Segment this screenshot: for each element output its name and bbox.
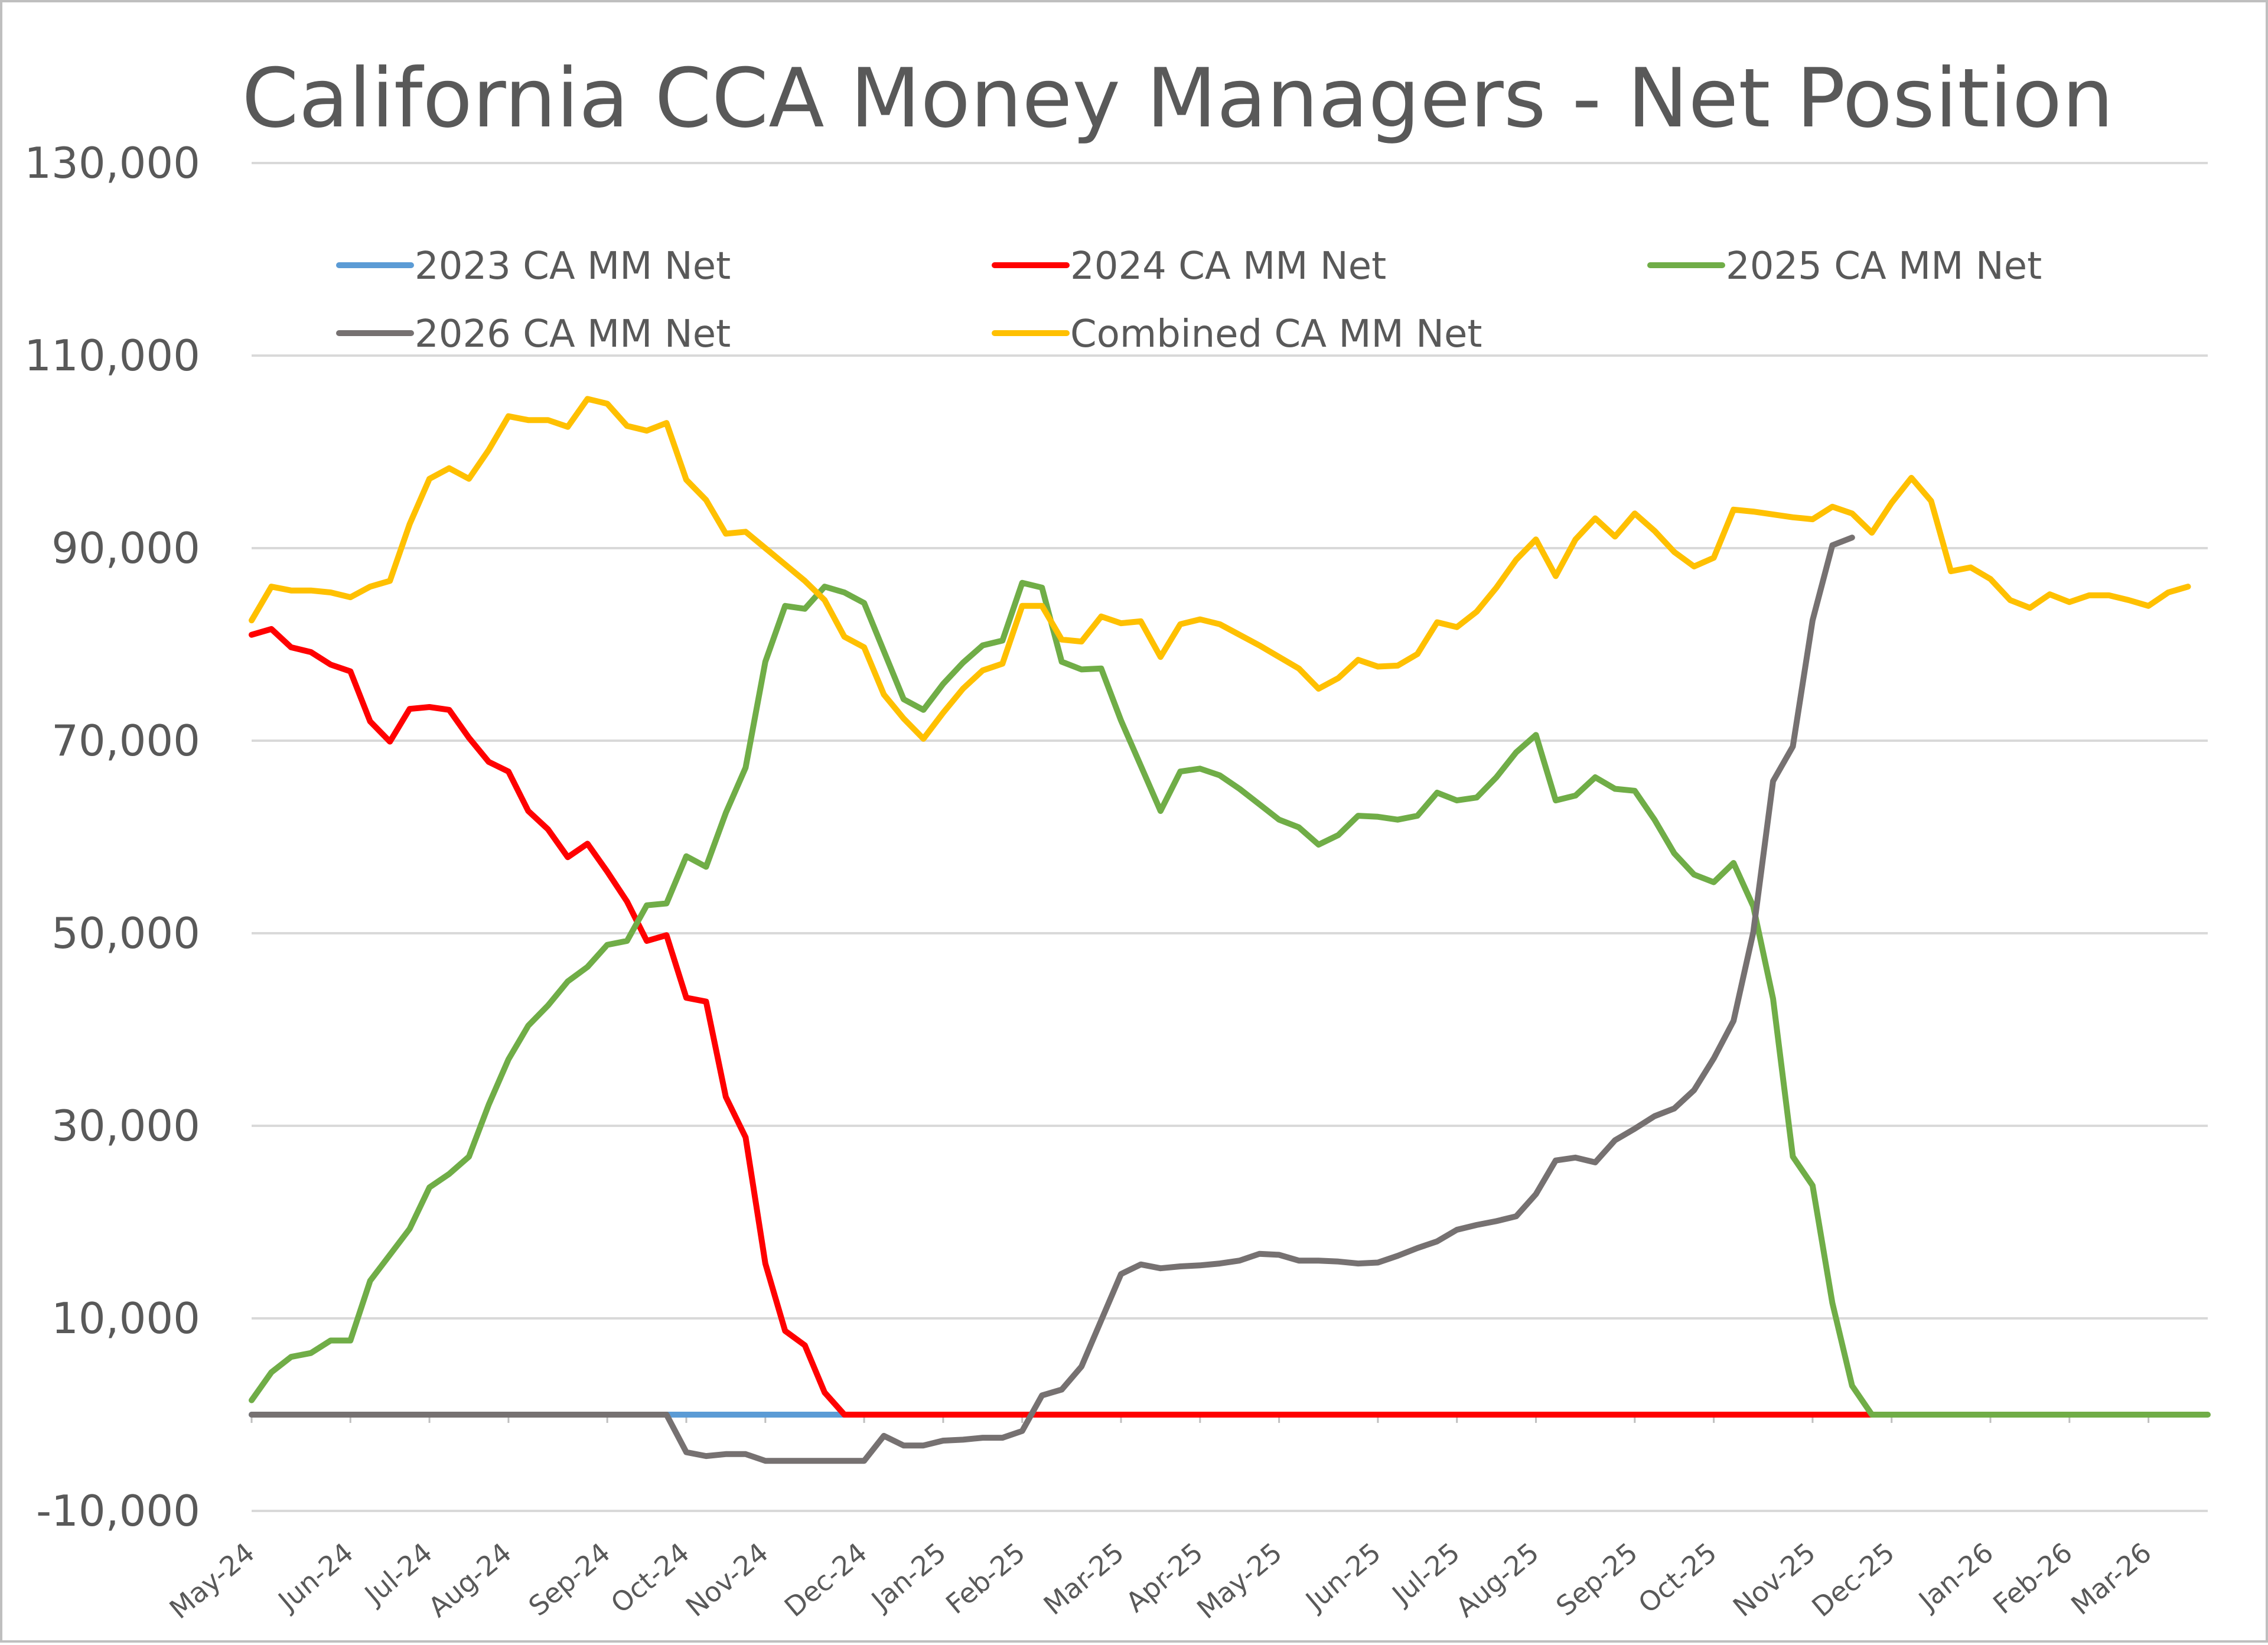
y-tick-label: 90,000 (51, 523, 200, 573)
x-tick-label: Jun-24 (271, 1536, 360, 1618)
x-tick-label: Sep-25 (1550, 1536, 1644, 1622)
x-tick-label: Nov-24 (680, 1536, 774, 1623)
x-tick-label: Mar-26 (2065, 1536, 2157, 1621)
x-tick-label: May-24 (164, 1536, 261, 1625)
x-tick-label: Dec-25 (1806, 1536, 1900, 1623)
series-line-2024-ca-mm-net (249, 626, 1895, 1418)
x-tick-label: Mar-25 (1038, 1536, 1130, 1621)
legend-label-2023-ca-mm-net: 2023 CA MM Net (415, 245, 731, 288)
series-line-2025-ca-mm-net (249, 579, 2211, 1418)
grid-layer (252, 162, 2208, 1512)
legend-label-2025-ca-mm-net: 2025 CA MM Net (1726, 245, 2042, 288)
series-line-2026-ca-mm-net (249, 535, 1855, 1464)
x-tick-label: Dec-24 (778, 1536, 873, 1623)
legend: 2023 CA MM Net 2024 CA MM Net 2025 CA MM N… (336, 245, 2042, 356)
x-tick-label: Aug-25 (1450, 1536, 1545, 1623)
y-tick-label: 50,000 (51, 908, 200, 958)
x-tick-label: Feb-26 (1987, 1536, 2078, 1620)
x-tick-label: Oct-24 (605, 1536, 695, 1620)
series-line-combined-ca-mm-net (249, 396, 2191, 742)
x-tick-label: Aug-24 (422, 1536, 517, 1623)
y-tick-label: 130,000 (24, 138, 200, 188)
legend-label-2024-ca-mm-net: 2024 CA MM Net (1070, 245, 1386, 288)
x-tick-label: Feb-25 (940, 1536, 1031, 1620)
x-tick-label: Jan-25 (864, 1536, 952, 1617)
legend-label-2026-ca-mm-net: 2026 CA MM Net (415, 312, 731, 356)
x-tick-label: Nov-25 (1727, 1536, 1821, 1623)
y-tick-label: -10,000 (36, 1486, 200, 1536)
x-tick-label: Jan-26 (1911, 1536, 1999, 1617)
x-tick-label: Oct-25 (1632, 1536, 1723, 1620)
y-axis: 130,000 110,000 90,000 70,000 50,000 30,000 10… (24, 138, 200, 1536)
series-layer (249, 396, 2211, 1464)
y-tick-label: 110,000 (24, 331, 200, 380)
y-tick-label: 10,000 (51, 1294, 200, 1343)
chart-title: California CCA Money Managers - Net Posi… (242, 51, 2113, 146)
y-tick-label: 70,000 (51, 716, 200, 766)
legend-label-combined-ca-mm-net: Combined CA MM Net (1070, 312, 1482, 356)
y-tick-label: 30,000 (51, 1101, 200, 1151)
x-tick-label: Sep-24 (523, 1536, 617, 1622)
x-tick-label: Jun-25 (1298, 1536, 1387, 1618)
x-tick-label: May-25 (1191, 1536, 1288, 1625)
